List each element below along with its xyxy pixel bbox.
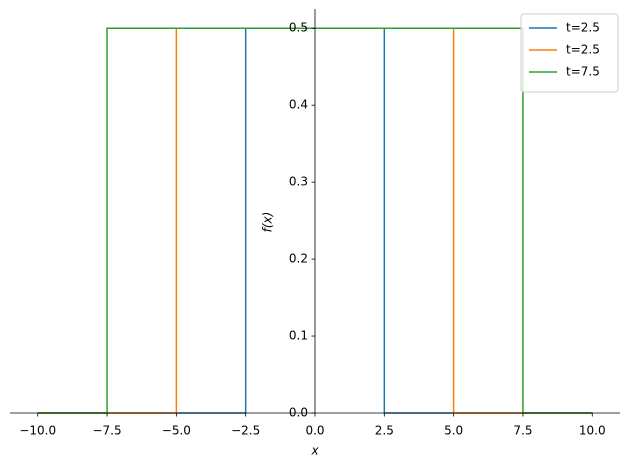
x-tick-label: 10.0 — [579, 424, 606, 438]
y-tick-label: 0.1 — [289, 329, 308, 343]
legend-label: t=7.5 — [566, 65, 600, 79]
x-tick-label: 7.5 — [513, 424, 532, 438]
x-tick-label: −5.0 — [162, 424, 191, 438]
y-tick-label: 0.3 — [289, 175, 308, 189]
y-tick-label: 0.5 — [289, 21, 308, 35]
y-tick-label: 0.2 — [289, 252, 308, 266]
legend-label: t=2.5 — [566, 43, 600, 57]
x-axis-label: x — [310, 444, 319, 458]
x-tick-label: −7.5 — [92, 424, 121, 438]
legend: t=2.5 t=2.5 t=7.5 — [520, 13, 619, 93]
x-tick-label: 0.0 — [305, 424, 324, 438]
x-tick-label: −10.0 — [19, 424, 56, 438]
x-tick-label: −2.5 — [231, 424, 260, 438]
y-axis-label: f(x) — [261, 212, 275, 233]
x-tick-label: 5.0 — [444, 424, 463, 438]
x-tick-label: 2.5 — [375, 424, 394, 438]
legend-label: t=2.5 — [566, 21, 600, 35]
y-tick-label: 0.0 — [289, 406, 308, 420]
y-tick-label: 0.4 — [289, 98, 308, 112]
